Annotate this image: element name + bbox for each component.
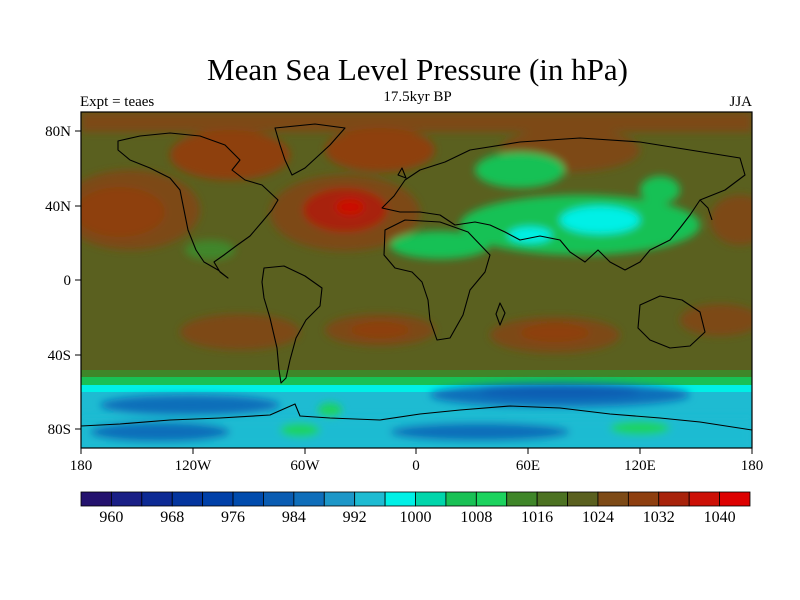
x-tick-120w: 120W bbox=[175, 458, 213, 474]
x-tick-180w: 180 bbox=[70, 458, 93, 474]
colorbar-swatch bbox=[293, 491, 325, 507]
colorbar-swatch bbox=[719, 491, 751, 507]
colorbar-tick-label: 1040 bbox=[704, 509, 736, 526]
coast-uk bbox=[397, 167, 407, 179]
coast-south-america bbox=[261, 265, 323, 384]
colorbar-tick-label: 960 bbox=[99, 509, 123, 526]
s-atl-high-core bbox=[350, 322, 410, 338]
x-tick-60w: 60W bbox=[290, 458, 320, 474]
x-tick-180e: 180 bbox=[741, 458, 764, 474]
experiment-label: Expt = teaes bbox=[80, 94, 155, 110]
colorbar-swatch bbox=[627, 491, 660, 507]
colorbar-swatch bbox=[567, 491, 599, 507]
coast-eurasia bbox=[381, 137, 746, 271]
sw-pac-high bbox=[680, 304, 752, 336]
colorbar-swatch bbox=[445, 491, 477, 507]
y-tick-0: 0 bbox=[64, 273, 72, 289]
colorbar-swatch bbox=[475, 491, 508, 507]
antarctic-high-2 bbox=[610, 421, 670, 435]
arctic-band bbox=[81, 112, 752, 132]
coast-antarctica bbox=[81, 403, 752, 431]
antarctic-low-2 bbox=[390, 423, 570, 441]
colorbar-swatch bbox=[384, 491, 416, 507]
colorbar-swatch bbox=[141, 491, 173, 507]
weddell-high bbox=[318, 403, 342, 417]
colorbar-tick-label: 1016 bbox=[521, 509, 553, 526]
x-tick-60e: 60E bbox=[516, 458, 540, 474]
colorbar bbox=[80, 491, 751, 507]
coastlines bbox=[81, 123, 752, 431]
arctic-high-1 bbox=[170, 130, 290, 180]
colorbar-swatch bbox=[111, 491, 143, 507]
colorbar-tick-label: 968 bbox=[160, 509, 184, 526]
colorbar-swatch bbox=[415, 491, 447, 507]
colorbar-tick-label: 1000 bbox=[400, 509, 432, 526]
so-trough-1 bbox=[100, 395, 280, 415]
coast-africa bbox=[383, 219, 491, 341]
colorbar-tick-label: 1032 bbox=[643, 509, 675, 526]
colorbar-swatch bbox=[536, 491, 568, 507]
africa-low bbox=[390, 231, 490, 259]
season-label: JJA bbox=[729, 94, 752, 110]
pressure-field bbox=[81, 112, 752, 448]
colorbar-swatch bbox=[80, 491, 112, 507]
colorbar-labels: 960 968 976 984 992 1000 1008 1016 1024 1032 1040 bbox=[99, 509, 735, 526]
colorbar-swatch bbox=[597, 491, 629, 507]
x-tick-120e: 120E bbox=[624, 458, 656, 474]
chart-title: Mean Sea Level Pressure (in hPa) bbox=[207, 52, 628, 87]
axis-ticks bbox=[75, 130, 753, 454]
antarctic-low-1 bbox=[90, 422, 230, 442]
antarctic-high-1 bbox=[280, 423, 320, 437]
colorbar-tick-label: 992 bbox=[343, 509, 367, 526]
coast-australia bbox=[637, 295, 706, 349]
x-tick-0: 0 bbox=[412, 458, 420, 474]
central-asia-low bbox=[475, 152, 565, 188]
asian-low-core-2 bbox=[508, 227, 552, 243]
colorbar-swatch bbox=[506, 491, 538, 507]
colorbar-tick-label: 984 bbox=[282, 509, 306, 526]
so-trough-core bbox=[480, 386, 640, 398]
y-tick-80s: 80S bbox=[48, 422, 71, 438]
colorbar-swatch bbox=[202, 491, 234, 507]
colorbar-tick-label: 976 bbox=[221, 509, 245, 526]
y-tick-40n: 40N bbox=[45, 199, 71, 215]
colorbar-swatch bbox=[263, 491, 295, 507]
east-asia-low bbox=[640, 176, 680, 204]
nw-pacific-high bbox=[710, 195, 752, 245]
colorbar-swatch bbox=[658, 491, 690, 507]
natl-high-core bbox=[336, 199, 364, 215]
asian-low-core bbox=[560, 206, 640, 234]
se-pac-high bbox=[180, 314, 300, 350]
coast-north-america bbox=[117, 132, 279, 279]
colorbar-swatch bbox=[688, 491, 720, 507]
colorbar-swatch bbox=[354, 491, 386, 507]
colorbar-swatch bbox=[232, 491, 264, 507]
coast-madagascar bbox=[495, 302, 506, 326]
npac-high-inner bbox=[81, 187, 165, 237]
colorbar-swatch bbox=[323, 491, 356, 507]
america-lowish bbox=[185, 240, 235, 260]
arctic-high-2 bbox=[325, 128, 435, 172]
colorbar-swatch bbox=[171, 491, 204, 507]
coast-japan bbox=[699, 199, 713, 221]
y-tick-40s: 40S bbox=[48, 348, 71, 364]
colorbar-tick-label: 1008 bbox=[460, 509, 492, 526]
s-ind-high-core bbox=[520, 324, 590, 342]
coast-greenland bbox=[274, 123, 346, 176]
chart-subtitle: 17.5kyr BP bbox=[383, 89, 452, 105]
colorbar-tick-label: 1024 bbox=[582, 509, 614, 526]
y-tick-80n: 80N bbox=[45, 124, 71, 140]
